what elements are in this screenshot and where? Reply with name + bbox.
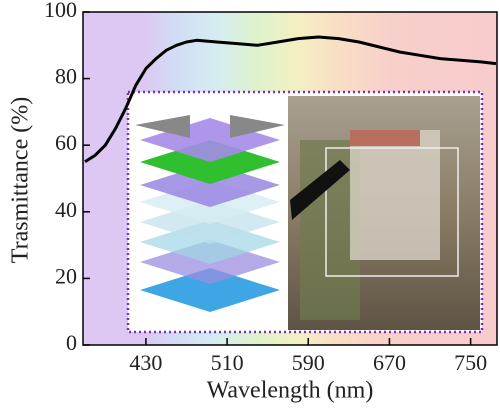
- photo-tweezers: [290, 160, 350, 220]
- y-tick-label: 0: [66, 330, 77, 355]
- photo-film: [325, 147, 459, 277]
- inset: [126, 90, 484, 334]
- photo-awning: [350, 130, 420, 146]
- layer-stack: [135, 115, 285, 312]
- x-axis-label: Wavelength (nm): [207, 378, 374, 404]
- x-tick-label: 750: [454, 350, 487, 375]
- data-line: [84, 35, 497, 164]
- x-tick-label: 510: [211, 350, 244, 375]
- y-axis-label: Trasmittance (%): [8, 97, 34, 263]
- x-tick-label: 590: [292, 350, 325, 375]
- photo-building: [350, 130, 440, 260]
- x-tick-label: 430: [129, 350, 162, 375]
- y-tick-label: 40: [55, 197, 77, 222]
- plot-frame: [82, 11, 498, 346]
- y-tick-label: 80: [55, 64, 77, 89]
- y-tick-label: 100: [44, 0, 77, 22]
- plot-area: [84, 35, 497, 164]
- y-tick-label: 20: [55, 263, 77, 288]
- y-tick-label: 60: [55, 130, 77, 155]
- inset-border: [126, 90, 484, 334]
- x-tick-label: 670: [373, 350, 406, 375]
